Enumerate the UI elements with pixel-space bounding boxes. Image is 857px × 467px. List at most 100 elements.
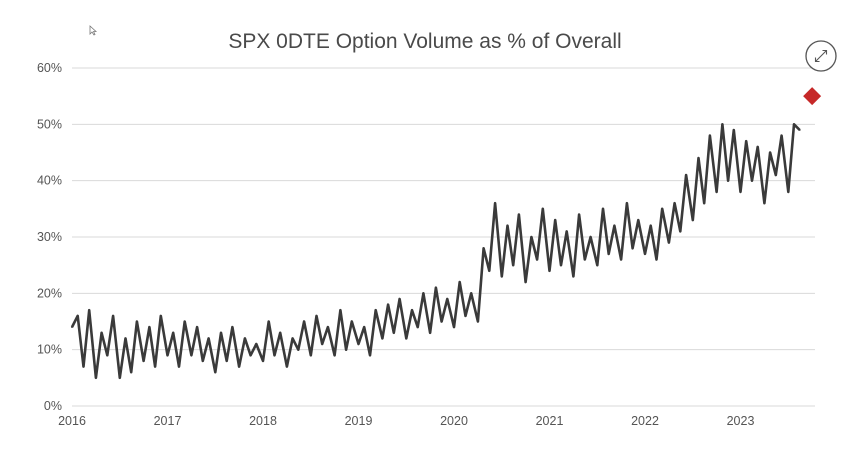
data-point	[774, 174, 777, 176]
data-point	[297, 348, 300, 351]
data-point	[494, 202, 496, 205]
data-point	[71, 326, 73, 329]
y-tick-label: 30%	[37, 230, 62, 244]
data-point	[142, 360, 145, 362]
data-point	[631, 247, 634, 250]
series-line	[70, 123, 801, 380]
data-point	[136, 320, 138, 323]
data-point	[476, 320, 479, 323]
data-point	[434, 286, 437, 289]
data-point	[398, 298, 401, 300]
data-point	[780, 134, 783, 137]
y-tick-label: 20%	[37, 286, 62, 300]
data-point	[602, 207, 604, 210]
data-point	[679, 230, 682, 233]
data-point	[201, 360, 204, 362]
data-point	[220, 331, 222, 334]
data-point	[613, 224, 616, 227]
data-point	[625, 202, 628, 205]
data-point	[751, 179, 753, 182]
x-tick-label: 2021	[536, 414, 564, 428]
data-point	[267, 320, 270, 323]
data-point	[387, 303, 390, 306]
data-point	[243, 337, 246, 340]
data-point	[429, 331, 432, 334]
data-point	[411, 309, 413, 312]
data-point	[440, 320, 443, 323]
data-point	[798, 129, 801, 131]
data-point	[374, 309, 377, 312]
data-point	[715, 191, 718, 193]
data-point	[709, 134, 711, 137]
data-point	[225, 360, 228, 362]
data-point	[745, 140, 748, 143]
y-tick-label: 40%	[37, 174, 62, 188]
data-point	[130, 371, 133, 374]
data-point	[464, 314, 467, 317]
data-point	[357, 343, 360, 345]
data-point	[339, 309, 342, 312]
data-point	[548, 269, 551, 272]
data-point	[159, 314, 162, 317]
data-point	[321, 343, 324, 345]
data-point	[88, 309, 91, 312]
data-point	[148, 326, 151, 329]
data-point	[369, 354, 371, 357]
data-point	[697, 157, 700, 160]
data-point	[327, 326, 329, 329]
data-point	[565, 230, 568, 233]
x-tick-label: 2016	[58, 414, 86, 428]
data-point	[231, 326, 234, 329]
data-point	[620, 258, 623, 261]
cursor-icon	[89, 25, 98, 36]
data-point	[273, 354, 276, 357]
data-point	[667, 241, 670, 244]
data-point	[739, 191, 742, 193]
data-point	[249, 354, 252, 357]
data-point	[82, 365, 85, 368]
data-point	[291, 337, 294, 340]
data-point	[578, 213, 581, 216]
data-point	[416, 326, 419, 329]
data-point	[422, 292, 425, 295]
data-point	[673, 202, 676, 205]
data-point	[453, 326, 455, 329]
data-point	[512, 264, 515, 267]
data-point	[166, 354, 169, 357]
data-point	[787, 191, 790, 193]
x-tick-label: 2023	[727, 414, 755, 428]
data-point	[607, 253, 610, 255]
data-point	[488, 269, 491, 272]
data-point	[309, 354, 312, 357]
data-point	[172, 331, 175, 334]
data-point	[691, 219, 694, 222]
expand-button[interactable]	[805, 40, 837, 72]
data-point	[106, 354, 109, 357]
data-point	[644, 253, 646, 255]
data-point	[482, 247, 485, 250]
data-point	[112, 314, 114, 317]
y-tick-label: 10%	[37, 343, 62, 357]
data-point	[655, 258, 658, 261]
data-point	[793, 123, 795, 126]
data-point	[405, 337, 408, 340]
data-point	[530, 236, 533, 238]
data-point	[721, 123, 724, 126]
data-point	[154, 365, 156, 368]
data-point	[589, 236, 592, 238]
y-tick-label: 0%	[44, 399, 62, 413]
data-point	[178, 365, 180, 368]
data-point	[769, 151, 772, 154]
data-point	[100, 331, 103, 334]
data-point	[470, 292, 473, 295]
chart-title: SPX 0DTE Option Volume as % of Overall	[228, 30, 621, 53]
x-axis-ticks: 2016 2017 2018 2019 2020 2021 2022 2023	[58, 414, 754, 428]
data-point	[536, 258, 538, 261]
data-point	[214, 371, 217, 374]
data-point	[262, 360, 264, 362]
data-point	[303, 320, 305, 323]
data-point	[285, 365, 288, 368]
x-tick-label: 2022	[631, 414, 659, 428]
data-point	[524, 281, 527, 283]
data-point	[238, 365, 241, 368]
